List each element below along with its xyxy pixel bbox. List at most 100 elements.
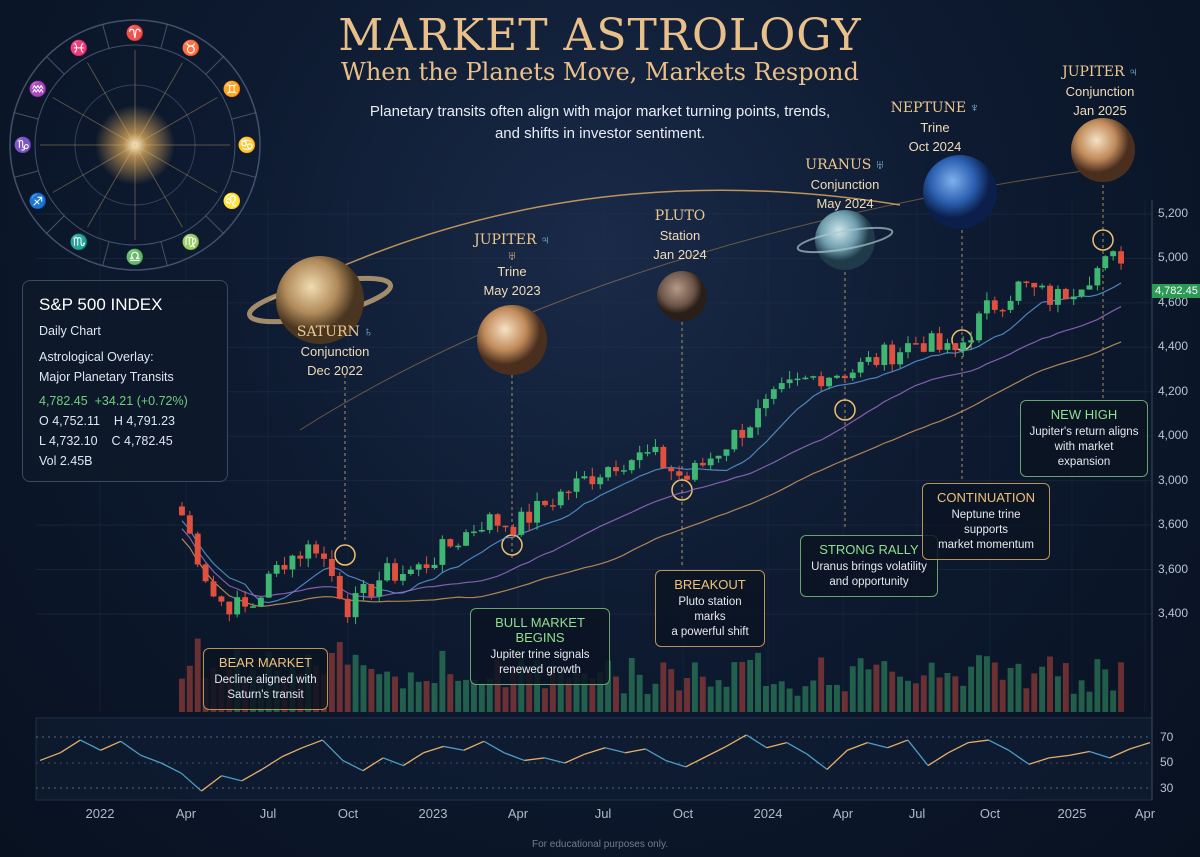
volume-bar xyxy=(360,665,367,712)
candle xyxy=(210,581,217,597)
candle xyxy=(502,525,509,528)
volume-bar xyxy=(1015,663,1022,712)
rsi-segment xyxy=(725,734,747,747)
candle xyxy=(399,573,406,581)
candle xyxy=(179,506,185,516)
x-tick-label: Jul xyxy=(594,806,612,821)
planet-date: May 2023 xyxy=(483,283,541,298)
candle xyxy=(841,375,848,379)
annotation-line2: and opportunity xyxy=(829,576,909,588)
rsi-segment xyxy=(645,748,666,762)
annotation-breakout: BREAKOUT Pluto station marks a powerful sh… xyxy=(655,570,765,647)
volume-bar xyxy=(660,662,667,712)
candle xyxy=(1086,285,1093,290)
candle xyxy=(328,558,335,576)
rsi-segment xyxy=(1089,750,1110,759)
planet-aspect: Conjunction xyxy=(300,344,370,359)
volume-bar xyxy=(179,678,185,712)
volume-bar xyxy=(889,671,896,712)
rsi-segment xyxy=(887,739,909,749)
rsi-segment xyxy=(766,741,787,749)
volume-bar xyxy=(186,665,193,712)
turning-point-marker xyxy=(834,399,856,421)
rsi-segment xyxy=(988,739,1010,751)
close-value: C 4,782.45 xyxy=(111,434,173,448)
candle xyxy=(1023,281,1030,284)
candle xyxy=(613,467,619,472)
volume-bar xyxy=(952,676,959,712)
planet-jupiter-2025 xyxy=(1071,118,1135,182)
volume-bar xyxy=(762,685,769,712)
rsi-segment xyxy=(39,752,61,762)
volume-bar xyxy=(826,685,833,712)
candle xyxy=(234,597,241,615)
rsi-segment xyxy=(160,762,182,774)
current-price: 4,782.45 xyxy=(39,394,88,408)
candle xyxy=(242,597,249,607)
candle xyxy=(597,477,604,485)
planet-name: PLUTO xyxy=(654,208,706,224)
candle xyxy=(557,491,564,506)
zodiac-sign-icon: ♑ xyxy=(14,136,33,154)
candle xyxy=(1118,251,1124,264)
planet-label-pluto: PLUTO Station Jan 2024 xyxy=(653,206,707,264)
volume-bar xyxy=(352,654,359,712)
annotation-title: STRONG RALLY xyxy=(819,542,919,557)
candle xyxy=(463,532,469,546)
volume-bar xyxy=(755,652,761,712)
volume-bar xyxy=(1094,659,1101,712)
candle xyxy=(952,343,959,351)
rsi-segment xyxy=(746,734,767,749)
candle xyxy=(1039,285,1046,288)
candle xyxy=(928,333,935,352)
info-panel: S&P 500 INDEX Daily Chart Astrological O… xyxy=(22,280,228,482)
rsi-segment xyxy=(544,757,565,764)
candle xyxy=(257,597,264,607)
x-tick-label: Oct xyxy=(979,806,1001,821)
zodiac-sign-icon: ♎ xyxy=(126,248,145,266)
x-tick-label: Jul xyxy=(908,806,926,821)
y-tick-label: 5,000 xyxy=(1158,250,1189,265)
volume-bar xyxy=(589,678,596,712)
candle xyxy=(305,544,312,559)
candle xyxy=(778,383,785,390)
rsi-tick-label: 30 xyxy=(1160,780,1174,795)
index-name: S&P 500 INDEX xyxy=(39,295,163,314)
rsi-segment xyxy=(302,739,323,749)
candle xyxy=(1054,288,1061,305)
volume-bar xyxy=(470,679,477,712)
rsi-segment xyxy=(221,775,242,782)
candle xyxy=(936,333,943,350)
rsi-segment xyxy=(423,745,444,754)
volume-bar xyxy=(857,658,864,712)
annotation-line2: renewed growth xyxy=(499,664,581,676)
annotation-line2: a powerful shift xyxy=(671,626,749,638)
volume-bar xyxy=(960,685,967,712)
annotation-bear-market: BEAR MARKET Decline aligned with Saturn's … xyxy=(203,648,328,710)
volume-bar xyxy=(668,669,675,712)
candle xyxy=(376,580,383,597)
candle xyxy=(620,470,627,472)
x-tick-label: Oct xyxy=(672,806,694,821)
annotation-strong-rally: STRONG RALLY Uranus brings volatility and … xyxy=(800,535,938,597)
rsi-segment xyxy=(140,754,162,764)
candle xyxy=(273,564,280,574)
volume-bar xyxy=(1039,666,1046,712)
volume-bar xyxy=(928,662,935,712)
candle xyxy=(186,515,193,534)
rsi-panel xyxy=(35,717,1153,801)
candle xyxy=(1102,256,1109,269)
rsi-segment xyxy=(927,752,949,767)
candle xyxy=(755,408,761,428)
annotation-continuation: CONTINUATION Neptune trine supports market… xyxy=(922,483,1050,560)
moving-average-line xyxy=(181,282,1122,604)
candle xyxy=(581,476,588,479)
transit-lines xyxy=(334,185,1114,566)
candle xyxy=(470,531,477,534)
planet-date: May 2024 xyxy=(816,196,874,211)
rsi-segment xyxy=(322,739,344,761)
rsi-segment xyxy=(1109,748,1131,759)
rsi-segment xyxy=(847,741,868,751)
candle xyxy=(605,467,612,478)
volume-bar xyxy=(644,694,651,712)
